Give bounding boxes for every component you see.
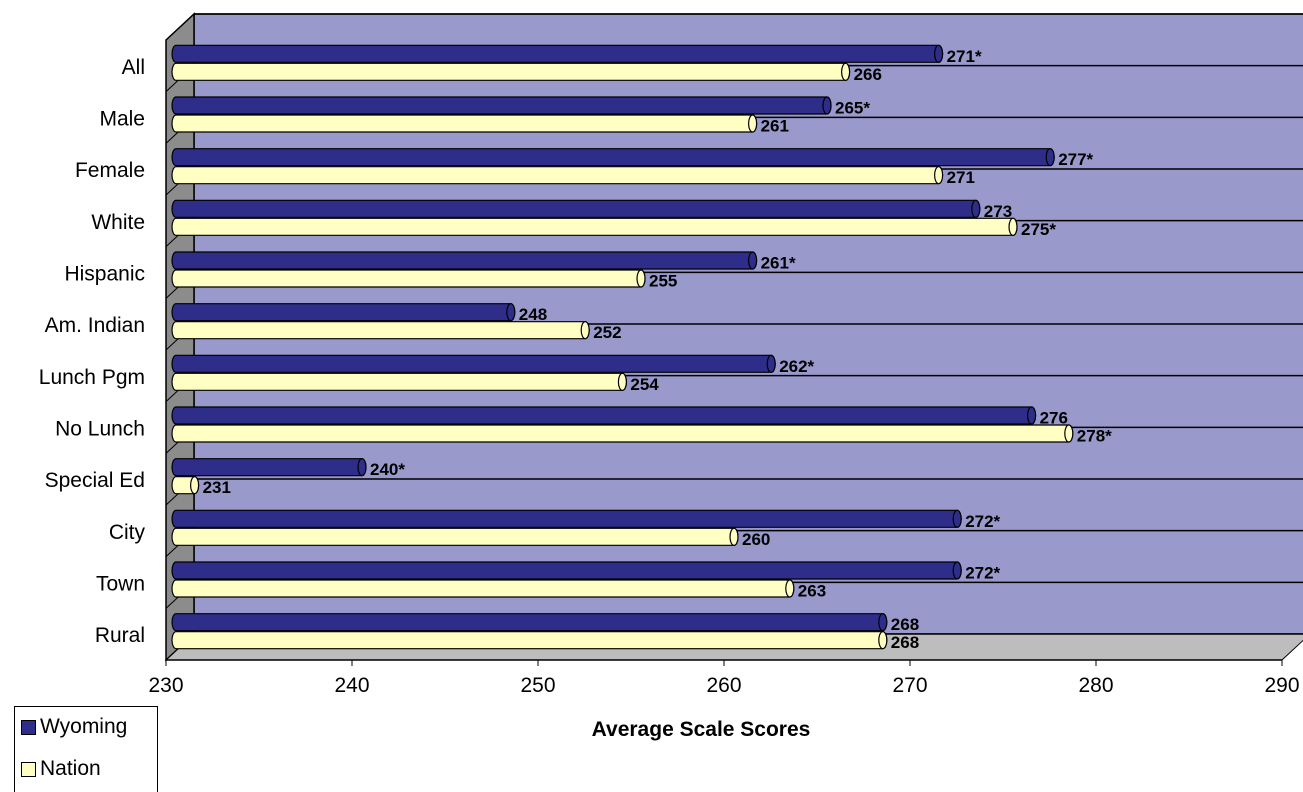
bar-wyoming bbox=[171, 509, 962, 528]
bar-nation bbox=[171, 631, 888, 650]
category-label: City bbox=[109, 521, 146, 544]
bar-wyoming bbox=[171, 354, 776, 373]
category-label: White bbox=[91, 211, 145, 234]
tick-label: 270 bbox=[892, 674, 927, 697]
data-label: 266 bbox=[854, 65, 882, 84]
bar-nation bbox=[171, 372, 628, 391]
data-label: 255 bbox=[649, 272, 677, 291]
data-label: 271 bbox=[947, 168, 975, 187]
data-label: 268 bbox=[891, 633, 919, 652]
tick-label: 240 bbox=[334, 674, 369, 697]
bar-wyoming bbox=[171, 406, 1037, 425]
bar-nation bbox=[171, 579, 795, 598]
data-label: 271* bbox=[947, 47, 982, 66]
data-label: 252 bbox=[593, 323, 621, 342]
x-axis-title: Average Scale Scores bbox=[592, 718, 811, 741]
data-label: 260 bbox=[742, 530, 770, 549]
category-label: Am. Indian bbox=[45, 314, 145, 337]
legend-label-nation: Nation bbox=[40, 757, 101, 780]
category-label: Special Ed bbox=[45, 469, 145, 492]
data-label: 262* bbox=[779, 357, 814, 376]
bars: 271* 266 265* 261 277* 271 273 275* 261* 255 248 25… bbox=[171, 44, 1112, 652]
data-label: 248 bbox=[519, 305, 547, 324]
legend-item-nation: Nation bbox=[21, 757, 101, 781]
data-label: 276 bbox=[1040, 409, 1068, 428]
gridline-side bbox=[165, 13, 195, 41]
bar-nation bbox=[171, 217, 1018, 236]
legend-swatch-wyoming bbox=[21, 719, 36, 735]
bar-nation bbox=[171, 476, 200, 495]
bar-nation bbox=[171, 166, 944, 185]
bar-wyoming bbox=[171, 303, 516, 322]
bar-wyoming bbox=[171, 458, 367, 477]
legend: Wyoming Nation bbox=[14, 706, 158, 792]
category-label: Hispanic bbox=[64, 263, 145, 286]
data-label: 278* bbox=[1077, 427, 1112, 446]
category-label: No Lunch bbox=[55, 418, 145, 441]
tick-label: 250 bbox=[520, 674, 555, 697]
legend-item-wyoming: Wyoming bbox=[21, 715, 127, 739]
tick-label: 290 bbox=[1264, 674, 1299, 697]
data-label: 231 bbox=[203, 478, 231, 497]
data-label: 265* bbox=[835, 99, 870, 118]
bar-nation bbox=[171, 321, 590, 340]
data-label: 240* bbox=[370, 460, 405, 479]
data-label: 272* bbox=[965, 564, 1000, 583]
category-label: Male bbox=[99, 108, 145, 131]
tick-label: 280 bbox=[1078, 674, 1113, 697]
legend-label-wyoming: Wyoming bbox=[40, 715, 128, 738]
legend-swatch-nation bbox=[21, 761, 36, 777]
data-label: 254 bbox=[630, 375, 659, 394]
bar-wyoming bbox=[171, 148, 1055, 167]
data-label: 277* bbox=[1058, 150, 1093, 169]
category-label: Lunch Pgm bbox=[39, 366, 145, 389]
tick-label: 260 bbox=[706, 674, 741, 697]
category-label: Female bbox=[75, 159, 145, 182]
bar-wyoming bbox=[171, 44, 944, 63]
bar-wyoming bbox=[171, 561, 962, 580]
data-label: 272* bbox=[965, 512, 1000, 531]
bar-nation bbox=[171, 114, 758, 133]
bar-wyoming bbox=[171, 199, 981, 218]
bar-nation bbox=[171, 424, 1074, 443]
data-label: 261* bbox=[761, 254, 796, 273]
tick-label: 230 bbox=[148, 674, 183, 697]
data-label: 275* bbox=[1021, 220, 1056, 239]
bar-wyoming bbox=[171, 251, 758, 270]
x-axis-ticks: 230 240 250 260 270 280 290 bbox=[148, 660, 1300, 697]
category-label: Rural bbox=[95, 624, 145, 647]
bar-nation bbox=[171, 62, 851, 81]
bar-wyoming bbox=[171, 96, 832, 115]
category-labels: All Male Female White Hispanic Am. Indian Lunc… bbox=[39, 56, 146, 647]
bar-nation bbox=[171, 527, 739, 546]
category-label: All bbox=[122, 56, 145, 79]
bar-wyoming bbox=[171, 613, 888, 632]
data-label: 273 bbox=[984, 202, 1012, 221]
data-label: 268 bbox=[891, 615, 919, 634]
data-label: 261 bbox=[761, 117, 789, 136]
category-label: Town bbox=[96, 573, 145, 596]
bar-nation bbox=[171, 269, 646, 288]
data-label: 263 bbox=[798, 582, 826, 601]
